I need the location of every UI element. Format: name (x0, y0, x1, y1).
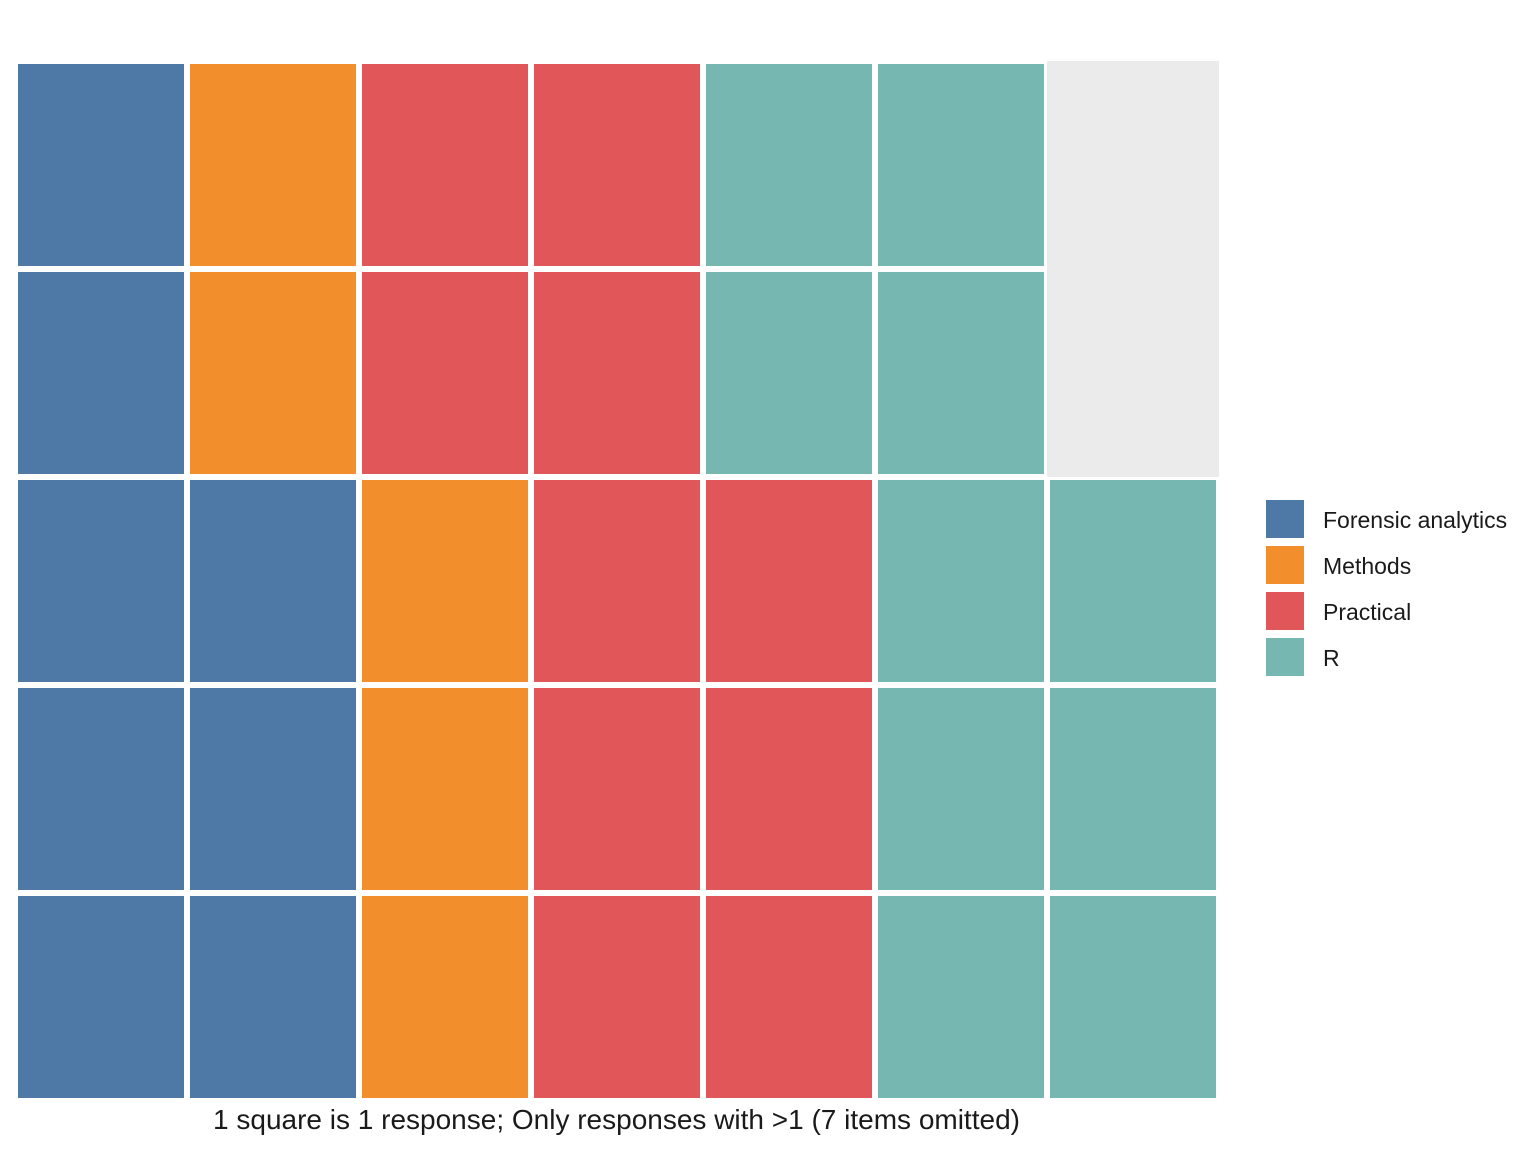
legend-item-r: R (1264, 636, 1526, 682)
legend: Forensic analytics Methods Practical R (1264, 498, 1526, 682)
legend-key-forensic-analytics (1264, 498, 1306, 540)
waffle-cell-r (1044, 890, 1222, 1104)
legend-label-methods: Methods (1323, 553, 1412, 579)
waffle-cell-r (872, 266, 1050, 480)
waffle-cell-forensic-analytics (12, 890, 190, 1104)
waffle-cell-forensic-analytics (12, 682, 190, 896)
waffle-cell-practical (700, 474, 878, 688)
legend-item-methods: Methods (1264, 544, 1526, 590)
legend-key-methods (1264, 544, 1306, 586)
waffle-cell-practical (356, 58, 534, 272)
waffle-cell-practical (528, 474, 706, 688)
waffle-cell-practical (356, 266, 534, 480)
waffle-cell-methods (184, 58, 362, 272)
waffle-cell-r (872, 890, 1050, 1104)
waffle-cell-methods (356, 682, 534, 896)
waffle-cell-practical (700, 682, 878, 896)
waffle-cell-forensic-analytics (12, 474, 190, 688)
waffle-cell-methods (184, 266, 362, 480)
legend-key-practical (1264, 590, 1306, 632)
waffle-cell-r (1044, 474, 1222, 688)
waffle-cell-practical (528, 58, 706, 272)
waffle-cell-practical (528, 682, 706, 896)
waffle-cell-methods (356, 474, 534, 688)
legend-item-practical: Practical (1264, 590, 1526, 636)
waffle-cell-forensic-analytics (12, 58, 190, 272)
waffle-cell-r (872, 58, 1050, 272)
chart-caption: 1 square is 1 response; Only responses w… (213, 1104, 1020, 1135)
waffle-cell-r (872, 474, 1050, 688)
waffle-cell-practical (528, 266, 706, 480)
waffle-cell-r (1044, 682, 1222, 896)
legend-label-r: R (1323, 645, 1340, 671)
waffle-cell-r (872, 682, 1050, 896)
waffle-cell-forensic-analytics (12, 266, 190, 480)
waffle-cells (12, 58, 1222, 1104)
waffle-cell-r (700, 58, 878, 272)
waffle-cell-forensic-analytics (184, 890, 362, 1104)
waffle-cell-methods (356, 890, 534, 1104)
waffle-cell-forensic-analytics (184, 474, 362, 688)
legend-label-forensic-analytics: Forensic analytics (1323, 507, 1508, 533)
legend-key-r (1264, 636, 1306, 678)
waffle-cell-r (700, 266, 878, 480)
waffle-cell-empty (1047, 269, 1219, 477)
waffle-cell-practical (700, 890, 878, 1104)
waffle-cell-empty (1047, 61, 1219, 269)
legend-label-practical: Practical (1323, 599, 1412, 625)
waffle-cell-practical (528, 890, 706, 1104)
waffle-cell-forensic-analytics (184, 682, 362, 896)
legend-item-forensic-analytics: Forensic analytics (1264, 498, 1526, 544)
